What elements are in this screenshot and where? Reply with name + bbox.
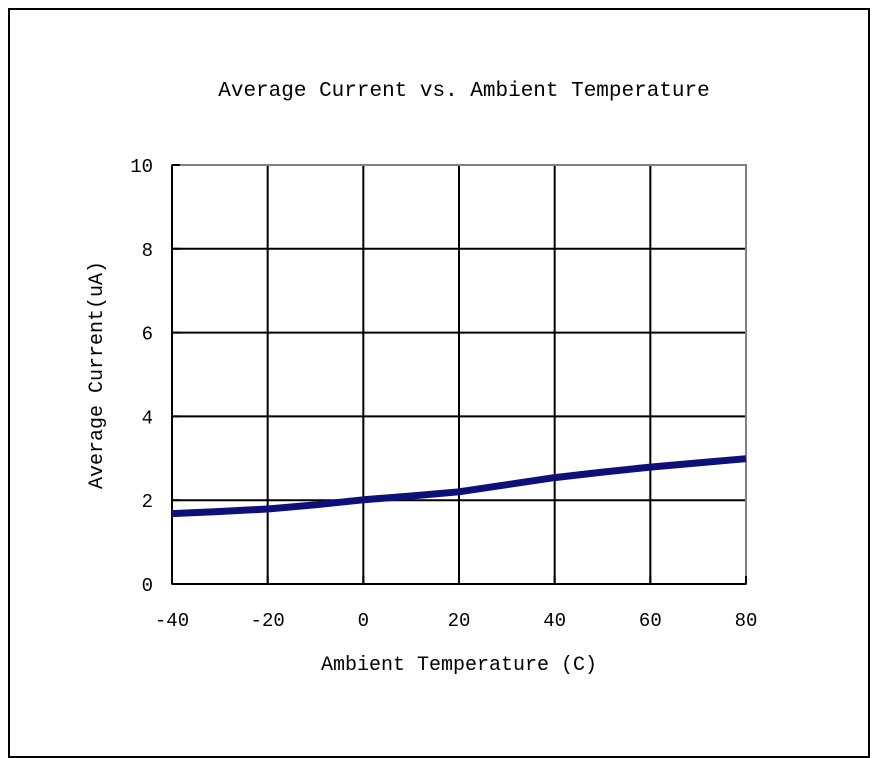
- x-tick-label: 60: [639, 610, 662, 632]
- x-tick-label: 0: [358, 610, 369, 632]
- y-tick-label: 4: [142, 407, 153, 429]
- chart-title: Average Current vs. Ambient Temperature: [218, 80, 709, 103]
- y-axis-label: Average Current(uA): [86, 261, 109, 489]
- y-axis-tick-labels: 0 2 4 6 8 10: [130, 156, 153, 597]
- x-tick-label: -20: [251, 610, 285, 632]
- series-line: [171, 455, 747, 518]
- x-tick-label: 20: [448, 610, 471, 632]
- tick-marks: [171, 164, 747, 585]
- y-tick-label: 0: [142, 575, 153, 597]
- grid-lines: [172, 165, 746, 584]
- y-tick-label: 10: [130, 156, 153, 178]
- x-tick-label: 40: [543, 610, 566, 632]
- y-tick-label: 6: [142, 324, 153, 346]
- series-layer: [171, 455, 747, 518]
- x-tick-label: 80: [735, 610, 758, 632]
- y-tick-label: 8: [142, 240, 153, 262]
- x-axis-tick-labels: -40 -20 0 20 40 60 80: [155, 610, 758, 632]
- chart-frame: [8, 8, 870, 758]
- x-tick-label: -40: [155, 610, 189, 632]
- y-tick-label: 2: [142, 491, 153, 513]
- x-axis-label: Ambient Temperature (C): [321, 654, 597, 677]
